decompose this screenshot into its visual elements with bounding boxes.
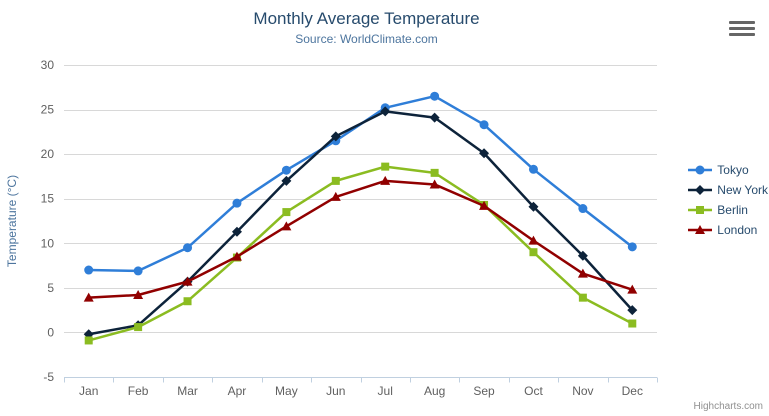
marker-tokyo-feb [133,266,143,276]
legend-symbol-new-york [695,185,706,195]
marker-tokyo-oct [528,164,538,174]
y-tick-label: 10 [41,236,55,250]
y-tick-label: 25 [41,103,55,117]
hamburger-icon [729,32,755,36]
marker-tokyo-apr [232,198,242,208]
hamburger-icon [729,26,755,30]
x-tick-label: Mar [177,384,198,398]
marker-berlin-mar [183,297,192,306]
legend-label-berlin: Berlin [717,203,748,217]
x-tick-label: Nov [572,384,593,398]
y-tick-label: 30 [41,58,55,72]
marker-new-york-oct [528,201,539,212]
marker-london-apr [231,251,242,261]
marker-berlin-jul [381,162,390,171]
x-tick-label: Jun [326,384,345,398]
marker-new-york-dec [627,305,638,316]
x-tick-label: Aug [424,384,445,398]
series-line-london [87,179,634,299]
legend-item-berlin[interactable]: Berlin [688,200,768,220]
marker-london-feb [133,289,144,299]
marker-tokyo-mar [183,243,193,253]
chart-title: Monthly Average Temperature [253,9,480,28]
marker-new-york-aug [429,112,440,123]
marker-berlin-aug [430,168,439,177]
marker-london-sep [479,200,490,210]
y-tick-label: -5 [43,370,54,384]
x-tick-label: Jan [79,384,98,398]
x-tick-label: Feb [128,384,149,398]
legend-label-tokyo: Tokyo [717,163,749,177]
marker-london-aug [429,179,440,189]
marker-new-york-apr [231,226,242,237]
legend: Tokyo New York Berlin London [688,160,768,240]
legend-symbol-tokyo [695,165,705,175]
legend-marker-tokyo [688,165,713,175]
marker-berlin-nov [578,293,587,302]
marker-berlin-may [282,208,291,217]
marker-london-nov [577,268,588,278]
x-tick-label: Oct [524,384,543,398]
marker-new-york-jul [380,106,391,117]
y-axis-title: Temperature (°C) [5,175,19,267]
marker-berlin-jan [84,336,93,345]
legend-marker-berlin [688,206,713,214]
legend-item-new-york[interactable]: New York [688,180,768,200]
marker-tokyo-sep [479,120,489,130]
marker-berlin-jun [331,176,340,185]
marker-london-dec [627,284,638,294]
legend-marker-london [688,225,713,234]
marker-new-york-sep [479,148,490,159]
marker-london-oct [528,235,539,245]
marker-new-york-may [281,175,292,186]
y-tick-label: 15 [41,192,55,206]
marker-berlin-feb [134,323,143,332]
series-line-tokyo [87,94,634,273]
legend-label-london: London [717,223,758,237]
chart-subtitle: Source: WorldClimate.com [295,32,438,46]
legend-symbol-berlin [696,206,705,214]
legend-marker-new-york [688,185,713,195]
marker-tokyo-dec [627,242,637,252]
series-line-berlin [87,165,634,342]
marker-london-jun [330,191,341,201]
x-tick-label: Sep [473,384,495,398]
marker-new-york-jun [330,131,341,142]
x-tick-label: May [275,384,298,398]
export-menu-button[interactable] [727,15,757,41]
marker-new-york-nov [577,250,588,261]
x-tick-label: Apr [228,384,247,398]
marker-tokyo-aug [430,91,440,101]
legend-item-tokyo[interactable]: Tokyo [688,160,768,180]
y-tick-label: 5 [47,281,54,295]
hamburger-icon [729,20,755,24]
series-line-new-york [87,110,634,336]
legend-item-london[interactable]: London [688,220,768,240]
marker-london-jan [83,292,94,302]
y-tick-label: 20 [41,147,55,161]
marker-london-mar [182,276,193,286]
x-tick-label: Jul [378,384,393,398]
marker-london-may [281,221,292,231]
marker-london-jul [380,175,391,185]
legend-symbol-london [695,225,706,234]
credits-link[interactable]: Highcharts.com [693,401,763,412]
marker-berlin-oct [529,248,538,257]
legend-label-new-york: New York [717,183,768,197]
marker-tokyo-jan [84,265,94,275]
x-tick-label: Dec [622,384,643,398]
y-tick-label: 0 [47,325,54,339]
marker-berlin-dec [628,319,637,328]
marker-tokyo-nov [578,204,588,214]
marker-tokyo-may [281,165,291,175]
